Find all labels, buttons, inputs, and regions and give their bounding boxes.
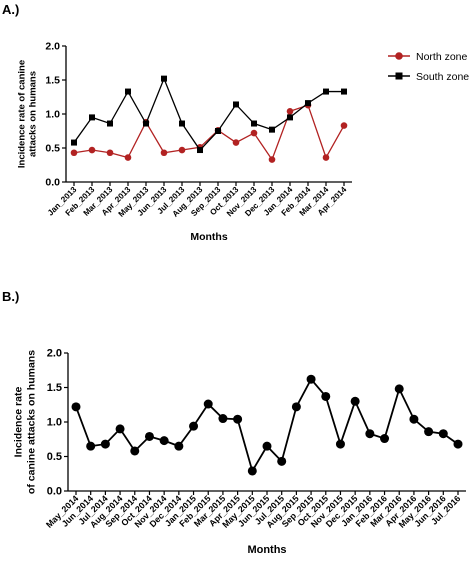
data-point [365,429,375,439]
chart-a: 0.00.51.01.52.0Jan_2013Feb_2013Mar_2013A… [16,41,469,244]
y-tick-label: 1.0 [45,109,60,121]
x-axis-title: Months [247,544,286,556]
data-point [71,139,77,146]
data-point [218,414,228,424]
legend-marker [395,72,403,80]
data-point [143,120,149,127]
data-point [306,374,316,384]
data-point [233,101,239,108]
data-point [438,429,448,439]
data-point [203,399,213,409]
y-axis-title: Incidence rate of canineattacks on human… [16,60,38,168]
data-point [409,414,419,424]
data-point [251,120,257,127]
panel-b-label: B.) [2,289,20,304]
legend-label: South zone [416,71,469,83]
data-point [179,120,185,127]
y-tick-label: 0.5 [47,451,62,463]
data-point [287,114,293,121]
data-point [107,120,113,127]
data-point [71,402,81,412]
data-point [262,441,272,451]
legend-marker [395,52,403,60]
data-point [178,146,186,154]
y-axis-title: Incidence rateof canine attacks on human… [13,350,38,494]
y-tick-label: 2.0 [45,41,60,53]
data-point [70,149,78,157]
data-point [291,402,301,412]
data-point [269,126,275,133]
y-tick-label: 2.0 [47,348,62,360]
data-point [424,427,434,437]
data-point [453,439,463,449]
y-tick-label: 1.5 [45,75,60,87]
data-point [159,436,169,446]
data-point [130,446,140,456]
data-point [305,100,311,107]
y-tick-label: 1.5 [47,382,62,394]
chart-b: 0.00.51.01.52.0May_2014Jun_2014Jul_2014A… [13,348,466,556]
data-point [250,129,258,137]
data-point [341,88,347,95]
data-point [115,424,125,434]
data-point [215,128,221,134]
data-point [174,441,184,451]
data-point [144,431,154,441]
data-point [189,421,199,431]
data-point [321,391,331,401]
data-point [160,149,168,157]
panel-a-label: A.) [2,2,20,17]
y-tick-label: 1.0 [47,417,62,429]
data-point [232,139,240,146]
data-point [106,149,114,157]
data-point [233,414,243,424]
data-point [88,146,96,154]
series-line-0 [73,104,345,161]
data-point [89,114,95,121]
y-tick-label: 0.0 [45,177,60,189]
data-point [322,154,330,161]
data-point [247,466,257,476]
data-point [197,147,203,154]
data-point [125,88,131,95]
data-point [161,75,167,82]
data-point [86,441,96,451]
legend-label: North zone [416,51,468,63]
data-point [340,122,348,129]
series-line-1 [73,76,344,152]
data-point [350,396,360,406]
data-point [124,154,132,161]
data-point [100,439,110,449]
y-tick-label: 0.0 [47,486,62,498]
data-point [323,88,329,95]
y-tick-label: 0.5 [45,143,60,155]
data-point [268,156,276,163]
x-axis-title: Months [190,231,227,243]
data-point [286,107,294,115]
data-point [380,434,390,444]
data-point [394,384,404,394]
data-point [335,439,345,449]
data-point [277,456,287,466]
